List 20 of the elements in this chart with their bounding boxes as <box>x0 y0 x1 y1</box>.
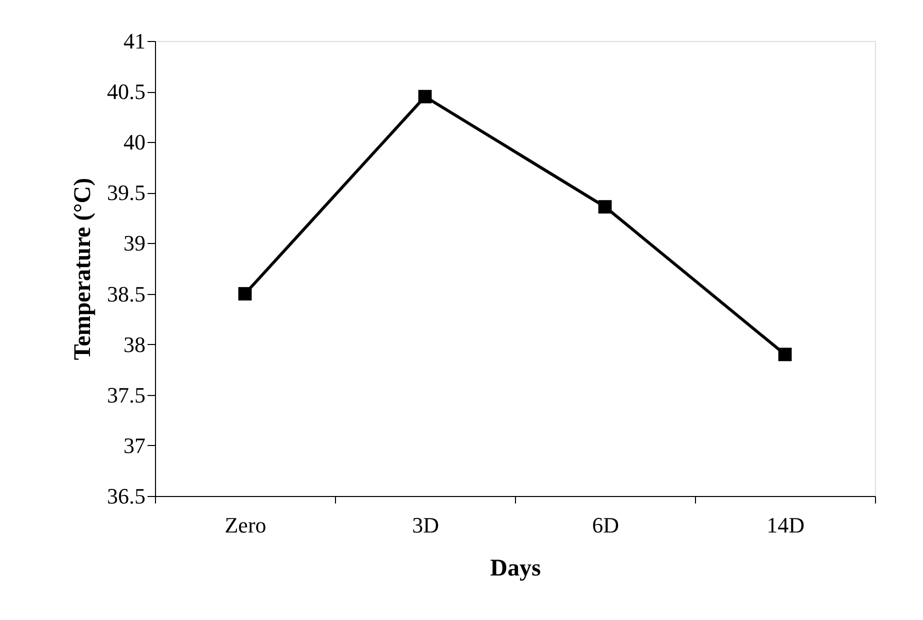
y-tick-label: 37.5 <box>107 382 146 408</box>
y-tick-label: 38.5 <box>107 281 146 306</box>
point <box>418 90 432 104</box>
y-tick-label: 38 <box>124 332 146 357</box>
point <box>238 287 252 300</box>
y-tick-label: 39 <box>124 230 146 256</box>
y-tick-label: 37 <box>124 432 146 458</box>
y-tick-label: 40.5 <box>107 79 146 104</box>
x-tick-label: 3D <box>412 512 439 538</box>
x-tick-label: Zero <box>224 512 266 538</box>
point <box>778 348 792 362</box>
y-tick-label: 36.5 <box>107 484 146 508</box>
point <box>598 200 612 214</box>
x-tick-label: 14D <box>766 512 804 538</box>
x-axis-title: Days <box>490 556 541 582</box>
y-tick-label: 40 <box>124 130 146 155</box>
y-tick-label: 39.5 <box>107 180 146 206</box>
x-tick-label: 6D <box>592 512 619 538</box>
y-tick-label: 41 <box>124 28 146 54</box>
y-axis-title: Temperature (°C) <box>70 178 96 360</box>
